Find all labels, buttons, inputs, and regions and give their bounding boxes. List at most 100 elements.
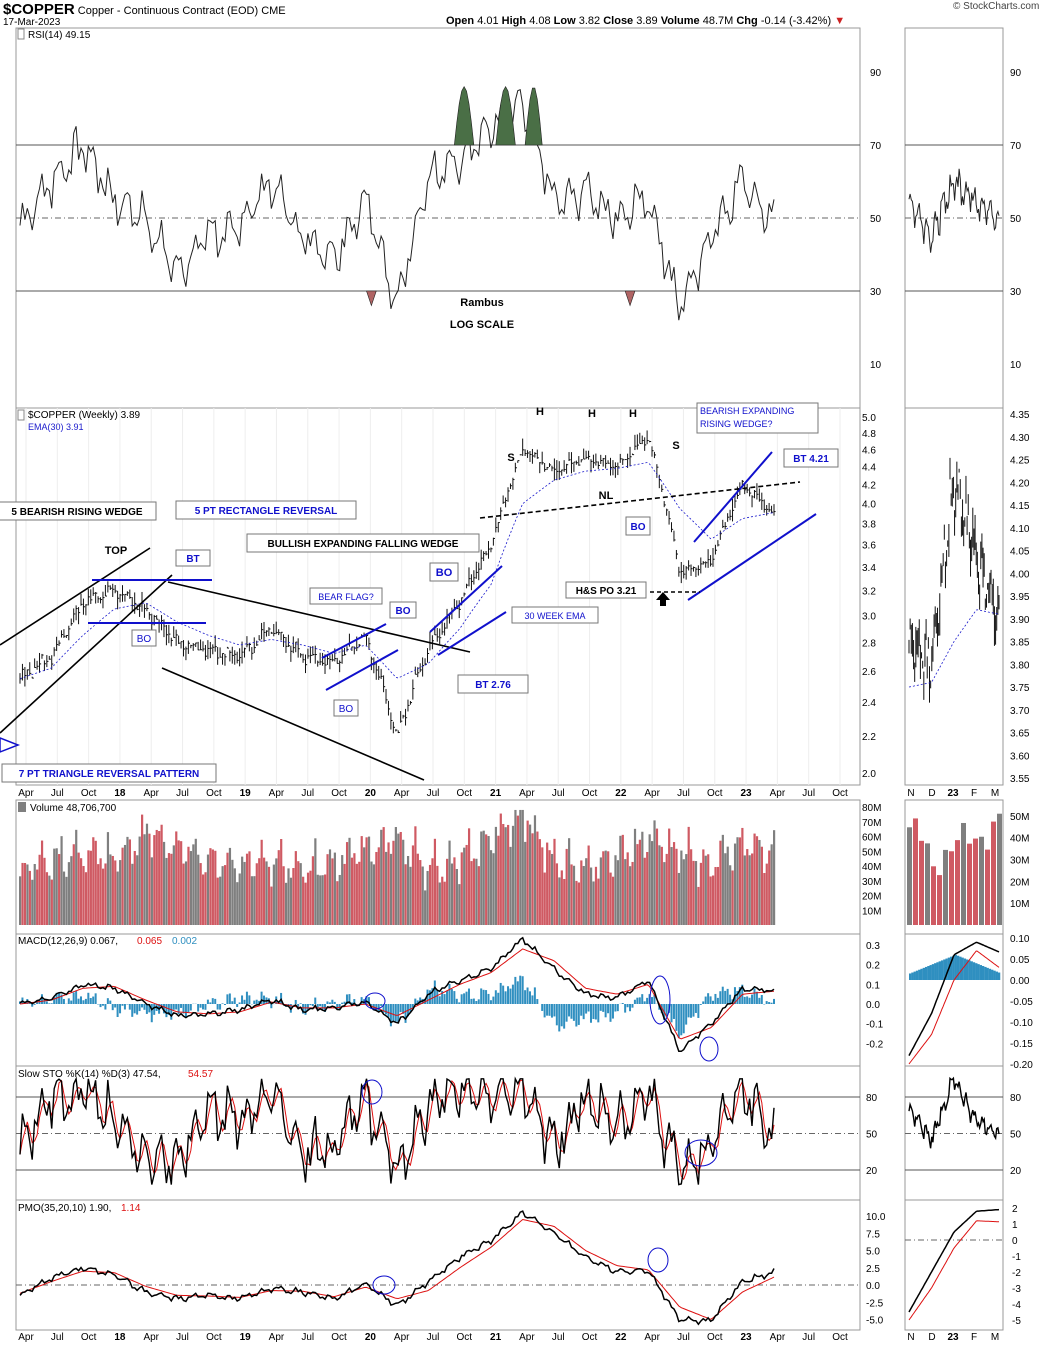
volume-bar [733,843,737,925]
macd-hist-bar [336,1004,339,1009]
volume-bar [89,850,92,925]
volume-bar [155,829,158,925]
daily-volume-bar [925,843,930,925]
volume-bar [675,848,678,925]
volume-bar [592,881,595,925]
macd-hist-bar [773,998,775,1004]
volume-bar [619,835,622,925]
x-tick-label: Apr [269,1332,285,1343]
macd-hist-bar [62,998,65,1004]
volume-bar [19,876,22,925]
volume-bar [321,875,324,925]
daily-macd-hist-bar [922,967,926,980]
macd-hist-bar [614,1004,617,1012]
macd-hist-bar [84,998,87,1004]
macd-hist-bar [94,993,97,1004]
x-tick-label: Jul [677,1332,690,1343]
daily-sto-k-line [908,1076,1000,1149]
macd-hist-bar [621,1002,624,1004]
macd-hist-bar [150,1004,153,1023]
daily-rsi-tick: 70 [1010,141,1022,152]
macd-hist-bar [607,1004,610,1014]
price-tick: 4.2 [862,481,876,492]
volume-bar [114,860,117,925]
volume-bar [482,830,485,925]
daily-price-tick: 3.95 [1010,592,1030,603]
daily-x-tick-label: D [928,788,935,799]
volume-bar [607,851,610,925]
volume-bar [616,860,620,925]
volume-bar [499,813,502,925]
volume-bar [428,864,432,925]
macd-hist-bar [377,1004,380,1012]
macd-hist-bar [489,1000,492,1004]
volume-bar [119,860,122,925]
weekly-price-frame [15,407,861,786]
macd-hist-bar [209,1002,212,1004]
volume-bar [411,845,415,925]
macd-hist-bar [724,990,727,1004]
volume-bar [770,844,773,925]
macd-hist-bar [533,987,536,1004]
volume-bar [94,840,97,925]
daily-macd-hist-bar [965,959,969,980]
volume-bar [414,826,417,925]
daily-volume-tick: 50M [1010,812,1029,823]
price-label: $COPPER (Weekly) 3.89 [28,410,141,421]
daily-macd-hist-bar [979,965,983,980]
x-tick-label: Oct [331,788,347,799]
macd-hist-bar [143,1004,146,1010]
x-tick-label: Oct [206,788,222,799]
x-tick-label: Jul [176,788,189,799]
macd-hist-bar [187,1004,190,1013]
symbol: $COPPER [3,1,75,18]
x-tick-label: 21 [490,1332,502,1343]
rising-wedge-label: RISING WEDGE? [700,419,773,429]
volume-bar [319,875,322,925]
daily-price-tick: 3.70 [1010,706,1030,717]
daily-volume-bar [931,866,936,925]
macd-hist-bar [177,1004,180,1015]
macd-hist-bar [314,997,317,1004]
price-tick: 2.6 [862,667,876,678]
volume-bar [167,853,171,925]
macd-line [19,936,775,1053]
top-label: TOP [105,545,127,557]
volume-bar [345,842,349,925]
macd-hist-bar [109,1000,112,1004]
volume-bar [136,855,139,925]
volume-bar [467,828,471,925]
volume-bar [555,863,559,925]
macd-hist-bar [121,1004,124,1006]
daily-pmo-line [908,1208,1000,1313]
volume-bar [599,857,602,925]
volume-bar [594,866,598,925]
volume-bar [336,881,339,925]
volume-bar [446,858,449,925]
volume-bar [699,862,702,925]
macd-hist-bar [536,999,539,1004]
macd-hist-bar [365,996,368,1004]
bt-421-label-box [783,448,839,468]
volume-bar [570,864,573,925]
daily-pmo-tick: 1 [1012,1220,1018,1231]
volume-bar [565,848,568,925]
volume-bar [719,840,722,925]
rsi-label: RSI(14) 49.15 [28,30,91,41]
x-tick-label: Jul [427,788,440,799]
macd-hist-bar [543,1004,546,1018]
macd-hist-bar [638,997,641,1004]
macd-hist-bar [202,1004,205,1010]
volume-bar [694,861,698,925]
macd-hist-bar [546,1004,549,1016]
bo-label-3-box [389,601,417,619]
x-tick-label: Apr [519,1332,535,1343]
daily-macd-hist-bar [938,961,942,980]
volume-bar [126,836,129,925]
volume-bar [443,881,446,925]
macd-hist-bar [31,1004,34,1007]
macd-hist-bar [643,1001,646,1004]
volume-bar [372,864,376,925]
macd-hist-bar [48,1003,51,1004]
volume-bar [106,832,110,925]
